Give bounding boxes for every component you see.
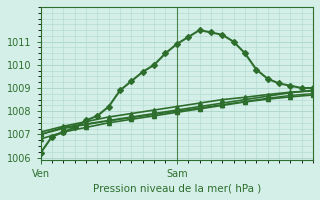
X-axis label: Pression niveau de la mer( hPa ): Pression niveau de la mer( hPa ) (93, 183, 261, 193)
